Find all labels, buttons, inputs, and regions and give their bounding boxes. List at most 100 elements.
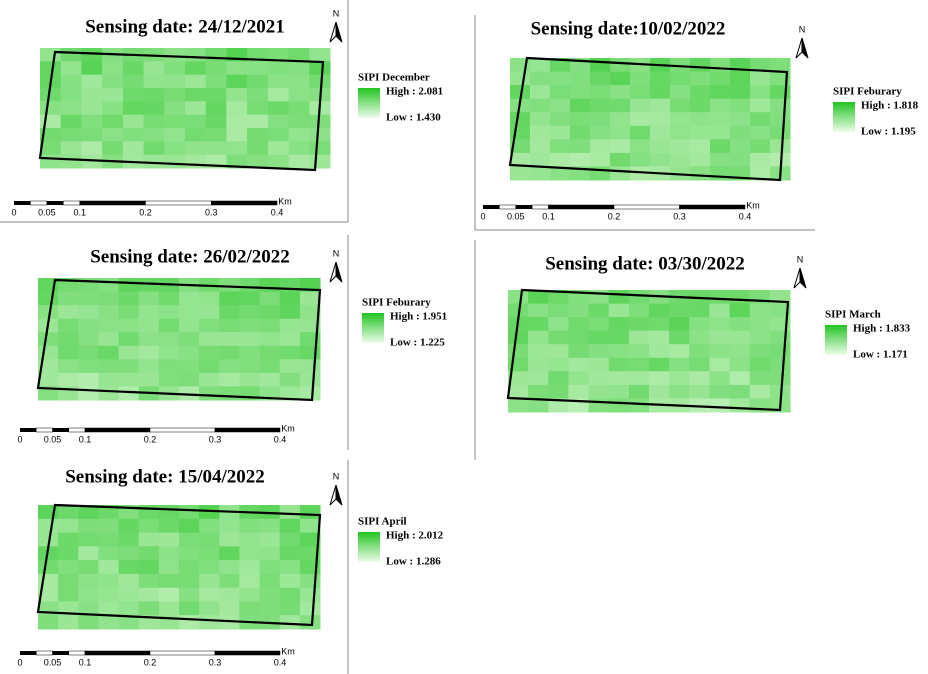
raster-cell [139, 519, 160, 533]
raster-cell [179, 615, 200, 629]
raster-cell [268, 128, 289, 142]
legend-low: Low : 1.195 [861, 126, 916, 138]
raster-cell [690, 112, 711, 126]
raster-cell [590, 72, 611, 86]
raster-cell [690, 99, 711, 113]
raster-cell [609, 317, 630, 331]
raster-cell [239, 601, 260, 615]
raster-cell [260, 519, 281, 533]
scale-bar: 00.050.10.20.30.4Km [17, 423, 294, 444]
raster-cell [528, 304, 549, 318]
raster-cell [508, 290, 529, 304]
raster-cell [550, 99, 571, 113]
raster-cell [709, 398, 730, 412]
raster-cell [548, 344, 569, 358]
scale-label: 0.3 [209, 434, 222, 444]
raster-cell [219, 386, 240, 400]
map-title: Sensing date: 24/12/2021 [85, 16, 285, 37]
scale-label: 0.2 [608, 211, 621, 221]
raster-cell [280, 292, 301, 306]
raster-cell [58, 615, 79, 629]
legend-ramp [358, 88, 380, 118]
raster-cell [179, 519, 200, 533]
raster-cell [570, 153, 591, 167]
raster-cell [260, 292, 281, 306]
north-label: N [333, 8, 340, 18]
raster-cell [710, 72, 731, 86]
raster-cell [123, 101, 144, 115]
raster-cell [280, 519, 301, 533]
raster-cell [144, 128, 165, 142]
raster-cell [570, 72, 591, 86]
raster-cell [690, 153, 711, 167]
raster-cell [123, 115, 144, 129]
raster-cell [38, 332, 59, 346]
raster-cell [40, 155, 61, 169]
raster-cell [98, 519, 119, 533]
scale-segment [614, 205, 680, 209]
raster-cell [219, 278, 240, 292]
raster-cell [179, 574, 200, 588]
raster-cell [530, 153, 551, 167]
raster-cell [78, 386, 99, 400]
raster-cell [568, 385, 589, 399]
raster-cell [709, 317, 730, 331]
raster-cell [144, 101, 165, 115]
raster-cell [610, 72, 631, 86]
raster-cell [610, 166, 631, 180]
scale-segment [215, 651, 280, 655]
raster-cell [139, 359, 160, 373]
raster-cell [289, 88, 310, 102]
raster-cell [609, 304, 630, 318]
raster-cell [629, 304, 650, 318]
raster-cell [239, 533, 260, 547]
raster [510, 58, 791, 181]
raster-cell [139, 546, 160, 560]
scale-label: 0 [17, 434, 22, 444]
raster-cell [78, 332, 99, 346]
raster-cell [119, 519, 140, 533]
raster-cell [226, 61, 247, 75]
raster-cell [528, 371, 549, 385]
raster-cell [770, 85, 791, 99]
raster-cell [139, 574, 160, 588]
raster-cell [570, 85, 591, 99]
raster-cell [81, 141, 102, 155]
raster-cell [650, 153, 671, 167]
raster-cell [300, 292, 321, 306]
raster-cell [199, 519, 220, 533]
scale-bar: 00.050.10.20.30.4Km [17, 646, 294, 667]
raster-cell [98, 346, 119, 360]
raster-cell [710, 126, 731, 140]
scale-label: 0.2 [144, 434, 157, 444]
raster-cell [219, 533, 240, 547]
raster-cell [78, 615, 99, 629]
raster-cell [199, 615, 220, 629]
raster-cell [268, 101, 289, 115]
raster-cell [590, 99, 611, 113]
raster-cell [589, 371, 610, 385]
raster-cell [649, 331, 670, 345]
raster-cell [260, 305, 281, 319]
raster-cell [199, 574, 220, 588]
raster-cell [78, 574, 99, 588]
raster-cell [247, 141, 268, 155]
raster-cell [670, 85, 691, 99]
legend-low: Low : 1.430 [386, 112, 441, 124]
raster-cell [159, 560, 180, 574]
raster-cell [58, 305, 79, 319]
raster-cell [730, 317, 751, 331]
scale-unit: Km [746, 200, 760, 210]
raster-cell [159, 305, 180, 319]
raster-cell [81, 115, 102, 129]
raster-cell [510, 112, 531, 126]
raster-cell [98, 560, 119, 574]
raster-cell [185, 88, 206, 102]
raster-cell [570, 139, 591, 153]
raster-cell [185, 48, 206, 62]
raster-cell [98, 332, 119, 346]
raster-cell [58, 560, 79, 574]
raster-cell [530, 112, 551, 126]
raster-cell [159, 359, 180, 373]
scale-segment [30, 201, 46, 205]
